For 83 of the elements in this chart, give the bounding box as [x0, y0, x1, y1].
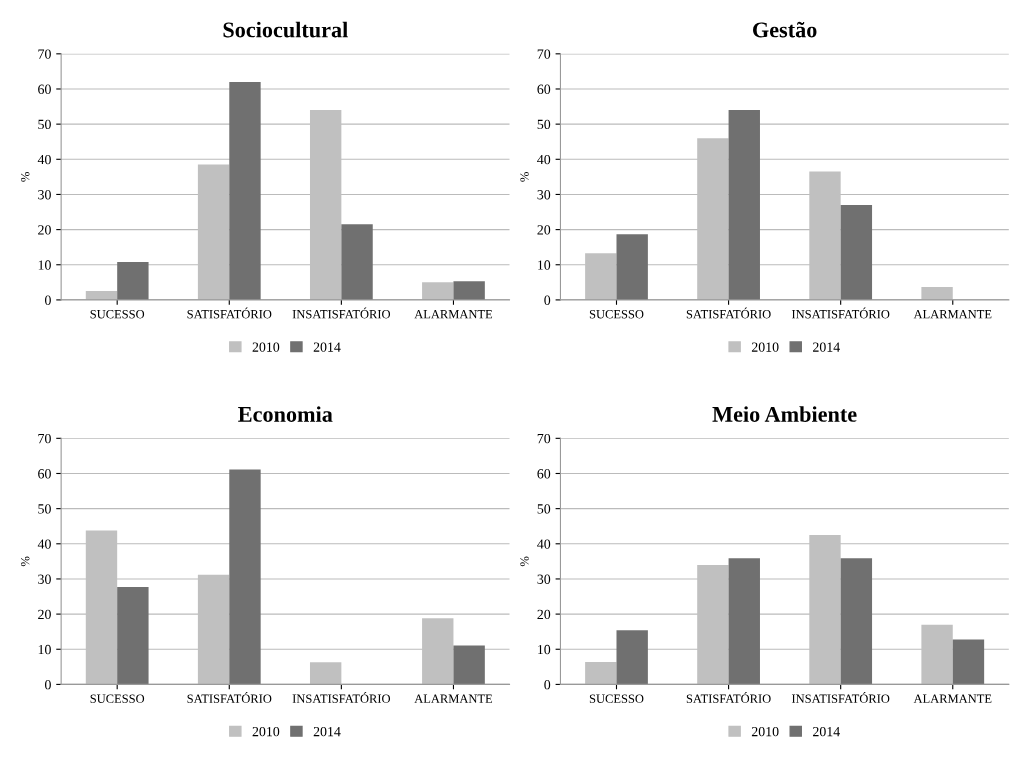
x-tick-label: INSATISFATÓRIO [791, 307, 890, 319]
y-tick-label: 30 [38, 574, 51, 584]
bar [728, 110, 760, 300]
y-tick-label: 40 [37, 539, 51, 549]
bar [422, 282, 454, 300]
x-tick-label: ALARMANTE [913, 694, 992, 703]
bar [616, 630, 648, 685]
bar [341, 224, 373, 300]
chart-title: Meio Ambiente [712, 406, 857, 422]
y-tick-label: 40 [37, 154, 51, 165]
y-tick-label: 10 [38, 260, 51, 270]
y-tick-label: 0 [544, 679, 551, 690]
legend-label: 2014 [313, 342, 341, 352]
chart-title: Gestão [753, 21, 817, 38]
legend-label: 2010 [751, 342, 779, 352]
x-tick-label: SATISFATÓRIO [686, 307, 771, 319]
legend-label: 2010 [252, 726, 280, 737]
y-tick-label: 10 [538, 260, 551, 270]
y-tick-label: 60 [537, 469, 551, 479]
y-tick-label: 50 [537, 504, 551, 514]
bar [117, 587, 149, 685]
legend-label: 2014 [313, 726, 341, 737]
x-tick-label: SUCESSO [589, 310, 644, 319]
y-tick-label: 50 [38, 119, 51, 130]
y-tick-label: 10 [538, 644, 551, 655]
y-tick-label: 20 [537, 609, 551, 620]
y-tick-label: 30 [537, 190, 551, 200]
bar [840, 558, 873, 685]
x-tick-label: ALARMANTE [414, 694, 493, 703]
y-tick-label: 50 [537, 119, 551, 130]
y-tick-label: 70 [38, 433, 51, 444]
bar [840, 204, 873, 300]
y-tick-label: 60 [38, 84, 51, 94]
y-axis-title: % [21, 556, 30, 567]
y-tick-label: 50 [38, 504, 51, 514]
y-tick-label: 0 [544, 295, 551, 305]
legend-label: 2014 [813, 342, 840, 352]
y-tick-label: 70 [38, 49, 51, 59]
y-tick-label: 10 [38, 644, 51, 655]
x-tick-label: SATISFATÓRIO [686, 692, 771, 703]
y-tick-label: 70 [537, 49, 551, 59]
y-tick-label: 0 [45, 295, 51, 305]
bar [728, 558, 760, 685]
x-tick-label: SATISFATÓRIO [187, 692, 272, 703]
bar [952, 639, 985, 685]
bar [453, 281, 485, 300]
y-axis-title: % [520, 556, 529, 567]
x-tick-label: INSATISFATÓRIO [292, 692, 391, 703]
x-tick-label: INSATISFATÓRIO [791, 692, 890, 703]
x-tick-label: SUCESSO [589, 694, 644, 703]
y-tick-label: 30 [38, 190, 51, 200]
y-tick-label: 40 [537, 154, 551, 165]
x-tick-label: SUCESSO [90, 310, 145, 319]
y-axis-title: % [21, 172, 30, 182]
x-tick-label: ALARMANTE [913, 310, 992, 319]
y-tick-label: 0 [45, 679, 51, 690]
y-tick-label: 20 [38, 225, 51, 235]
legend-label: 2014 [813, 726, 840, 737]
y-tick-label: 40 [537, 539, 551, 549]
bar [585, 661, 617, 685]
x-tick-label: SATISFATÓRIO [187, 307, 272, 319]
bar [921, 286, 953, 300]
y-tick-label: 70 [537, 433, 551, 444]
chart-title: Sociocultural [223, 21, 348, 38]
bar [229, 469, 261, 685]
chart-title: Economia [238, 406, 333, 422]
y-tick-label: 30 [537, 574, 551, 584]
x-tick-label: ALARMANTE [414, 310, 493, 319]
y-tick-label: 20 [537, 225, 551, 235]
legend-label: 2010 [252, 342, 280, 352]
bar [453, 645, 485, 685]
y-tick-label: 60 [537, 84, 551, 94]
x-tick-label: SUCESSO [90, 694, 145, 703]
y-tick-label: 20 [38, 609, 51, 620]
y-tick-label: 60 [38, 469, 51, 479]
legend-label: 2010 [751, 726, 779, 737]
y-axis-title: % [520, 172, 529, 182]
x-tick-label: INSATISFATÓRIO [292, 307, 391, 319]
bar [309, 662, 342, 685]
bar [229, 81, 261, 300]
bar [85, 291, 118, 300]
bar [117, 261, 149, 300]
bar [616, 234, 648, 300]
